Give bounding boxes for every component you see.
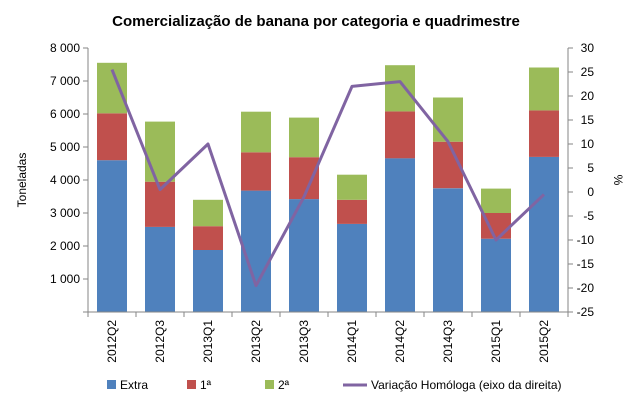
x-tick-label: 2014Q2 [393,320,407,363]
x-tick-label: 2013Q1 [201,320,215,363]
legend-label: Variação Homóloga (eixo da direita) [371,378,562,392]
x-tick-label: 2012Q3 [153,320,167,363]
bar-2-2013Q1 [193,199,223,227]
line-variacao-homologa [110,69,546,288]
legend-label: 1ª [200,378,212,392]
bar-Extra-2013Q2 [241,190,271,312]
bar-2-2015Q2 [529,67,559,111]
y2-tick-label: -20 [577,281,595,295]
y2-tick-label: -15 [577,257,595,271]
y2-tick-label: -5 [583,209,594,223]
x-tick-label: 2013Q3 [297,320,311,363]
legend-swatch-1 [187,380,196,389]
bar-2-2014Q2 [385,65,415,112]
chart-title: Comercialização de banana por categoria … [112,13,520,30]
y2-tick-label: 25 [581,65,595,79]
y2-tick-label: 0 [587,185,594,199]
y-tick-label: 1 000 [50,272,80,286]
legend-swatch-2 [265,380,274,389]
legend-swatch-Extra [107,380,116,389]
y2-tick-label: 20 [581,89,595,103]
bar-Extra-2015Q1 [481,238,511,312]
bar-Extra-2014Q1 [337,223,367,312]
x-tick-label: 2012Q2 [105,320,119,363]
bar-2-2013Q3 [289,117,319,158]
bar-2-2014Q1 [337,174,367,200]
y2-tick-label: -10 [577,233,595,247]
bar-Extra-2012Q3 [145,226,175,312]
y-tick-label: 8 000 [50,41,80,55]
y-tick-label: 4 000 [50,173,80,187]
bar-1-2013Q3 [289,157,319,200]
y-tick-label: 6 000 [50,107,80,121]
y2-tick-label: 15 [581,113,595,127]
y2-tick-label: 10 [581,137,595,151]
x-tick-label: 2015Q1 [489,320,503,363]
y-axis-label: Toneladas [15,153,29,208]
bar-1-2014Q1 [337,199,367,224]
y2-tick-label: 30 [581,41,595,55]
y-tick-label: 2 000 [50,239,80,253]
bar-1-2012Q2 [97,113,127,161]
bar-Extra-2013Q1 [193,250,223,312]
x-tick-label: 2014Q1 [345,320,359,363]
legend-label: Extra [120,378,148,392]
y-tick-label: 3 000 [50,206,80,220]
plot-area: 1 000 2 000 3 000 4 000 5 000 6 000 7 000 8 000… [50,41,594,363]
bar-Extra-2014Q3 [433,188,463,313]
legend-label: 2ª [278,378,290,392]
bar-1-2013Q1 [193,226,223,250]
bar-2-2014Q3 [433,97,463,142]
bar-2-2012Q3 [145,121,175,182]
bar-2-2015Q1 [481,188,511,213]
y2-axis-label: % [611,175,625,186]
y2-tick-label: -25 [577,305,595,319]
y2-tick-label: 5 [587,161,594,175]
legend: Extra 1ª 2ª Variação Homóloga (eixo da dire… [107,378,562,392]
bar-1-2015Q2 [529,110,559,157]
x-tick-label: 2014Q3 [441,320,455,363]
x-tick-label: 2013Q2 [249,320,263,363]
bar-2-2013Q2 [241,111,271,153]
bar-Extra-2014Q2 [385,158,415,312]
bar-Extra-2012Q2 [97,160,127,312]
y-tick-label: 7 000 [50,74,80,88]
x-tick-label: 2015Q2 [537,320,551,363]
bar-1-2013Q2 [241,152,271,191]
bar-1-2014Q2 [385,111,415,159]
y-tick-label: 5 000 [50,140,80,154]
bar-Extra-2015Q2 [529,156,559,312]
